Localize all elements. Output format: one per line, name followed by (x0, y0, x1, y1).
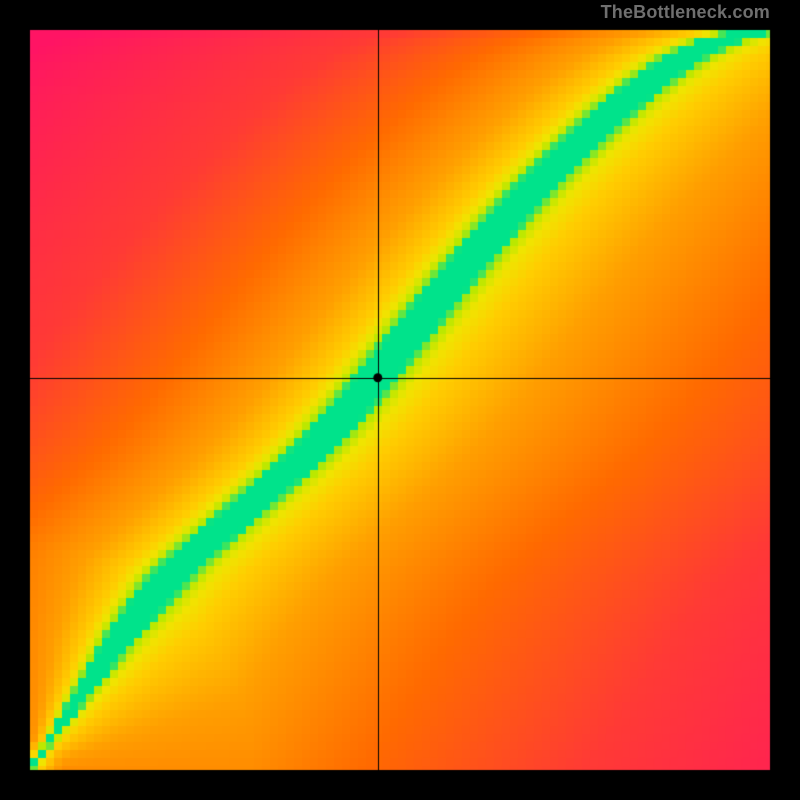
attribution-label: TheBottleneck.com (601, 2, 770, 23)
heatmap-canvas (0, 0, 800, 800)
bottleneck-heatmap-chart: { "attribution": { "text": "TheBottlenec… (0, 0, 800, 800)
